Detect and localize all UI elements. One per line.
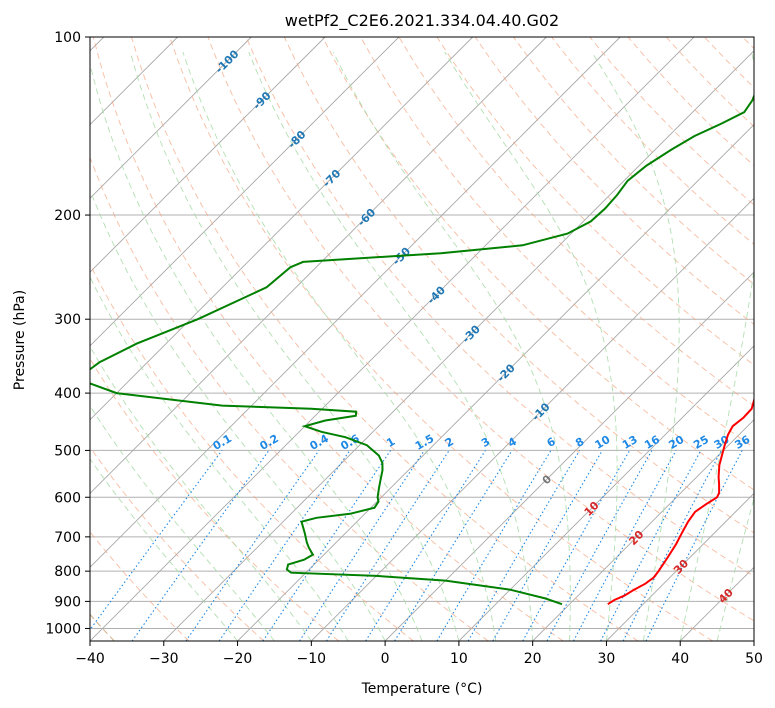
dry-adiabat-line: [398, 37, 754, 407]
y-tick-label: 700: [54, 530, 81, 546]
isotherm-line: [90, 37, 326, 273]
isotherm-line: [90, 37, 547, 495]
moist-adiabat-line: [90, 276, 349, 641]
mixing-ratio-line: [522, 450, 631, 641]
mixing-ratio-line: [622, 450, 722, 641]
mixing-ratio-line: [131, 450, 270, 641]
moist-adiabat-line: [90, 405, 275, 641]
dry-adiabat-line: [207, 37, 754, 622]
moist-adiabat-line: [90, 61, 423, 641]
isotherm-line: [90, 37, 400, 347]
isotherm-line: [90, 37, 621, 568]
temperature-profile-line: [607, 398, 754, 606]
mixing-ratio-line: [546, 450, 653, 641]
plot-frame: [89, 36, 755, 642]
dry-adiabat-line: [436, 37, 754, 366]
y-tick-label: 800: [54, 564, 81, 580]
dry-adiabat-line: [92, 37, 564, 641]
isotherm-line: [384, 271, 754, 641]
y-tick-label: 100: [54, 30, 81, 46]
dry-adiabat-line: [245, 37, 754, 577]
isotherm-line: [532, 419, 754, 641]
dry-adiabat-line: [513, 37, 754, 285]
moist-adiabat-line: [90, 345, 312, 641]
mixing-ratio-line: [573, 450, 677, 641]
isotherm-line: [163, 50, 754, 641]
isotherm-line: [90, 37, 474, 421]
moist-adiabat-line: [444, 51, 618, 641]
moist-adiabat-line: [679, 51, 754, 641]
x-tick-label: −40: [75, 651, 105, 667]
background-lines: [90, 37, 754, 641]
moist-adiabat-line: [90, 188, 386, 641]
x-tick-label: −10: [297, 651, 327, 667]
x-tick-label: 50: [745, 651, 763, 667]
x-tick-label: 10: [450, 651, 468, 667]
dry-adiabat-line: [90, 446, 265, 641]
dry-adiabat-line: [90, 357, 339, 641]
dry-adiabat-line: [474, 37, 754, 325]
y-tick-label: 400: [54, 386, 81, 402]
y-tick-label: 1000: [45, 621, 81, 637]
y-tick-label: 500: [54, 443, 81, 459]
y-axis: 100 200 300 400 500 600 700 800 900 1000: [45, 30, 90, 637]
y-axis-label: Pressure (hPa): [12, 290, 28, 390]
x-tick-label: −20: [223, 651, 253, 667]
dry-adiabat-line: [131, 37, 639, 641]
x-axis-label: Temperature (°C): [361, 681, 483, 697]
dewpoint-profile-line: [90, 93, 754, 606]
dry-adiabat-line: [169, 37, 713, 641]
y-tick-label: 300: [54, 312, 81, 328]
mixing-ratio-line: [394, 450, 513, 641]
x-tick-label: 20: [524, 651, 542, 667]
x-tick-label: −30: [149, 651, 179, 667]
isotherm-line: [90, 37, 252, 199]
x-tick-label: 30: [598, 651, 616, 667]
isotherm-line: [237, 123, 754, 641]
moist-adiabat-line: [591, 51, 680, 641]
mixing-ratio-line: [90, 450, 223, 631]
moist-adiabat-line: [248, 51, 534, 641]
dry-adiabat-line: [90, 263, 414, 641]
moist-adiabat-line: [182, 51, 497, 641]
y-tick-label: 600: [54, 490, 81, 506]
dry-adiabat-line: [283, 37, 754, 534]
x-tick-label: 0: [381, 651, 390, 667]
moist-adiabat-line: [90, 458, 238, 641]
isotherm-line: [606, 492, 754, 641]
dry-adiabat-line: [322, 37, 754, 491]
chart-title: wetPf2_C2E6.2021.334.04.40.G02: [285, 11, 559, 31]
mixing-ratio-line: [185, 450, 320, 641]
x-tick-label: 40: [671, 651, 689, 667]
mixing-ratio-line: [218, 450, 351, 641]
y-tick-label: 200: [54, 208, 81, 224]
isotherm-line: [458, 345, 754, 641]
x-axis: −40 −30 −20 −10 0 10 20 30 40 50: [75, 641, 763, 667]
moist-adiabat-line: [332, 51, 571, 641]
mixing-ratio-line: [262, 450, 392, 641]
moist-adiabat-line: [129, 51, 460, 641]
mixing-ratio-line: [299, 450, 425, 641]
moist-adiabat-line: [716, 496, 754, 641]
mixing-ratio-line: [325, 450, 450, 641]
y-tick-label: 900: [54, 594, 81, 610]
profile-lines: [90, 93, 754, 606]
